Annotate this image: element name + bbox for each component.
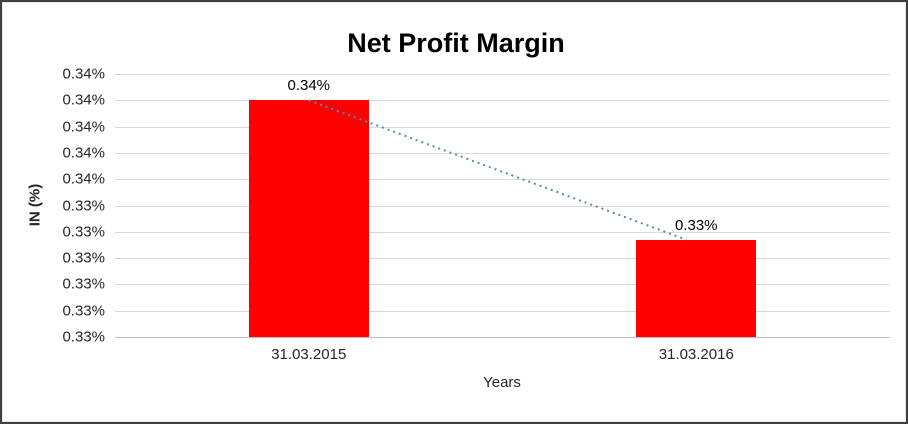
y-tick-label: 0.33% bbox=[62, 223, 105, 241]
chart-title: Net Profit Margin bbox=[347, 28, 565, 58]
y-tick-label: 0.33% bbox=[62, 275, 105, 293]
y-tick-label: 0.33% bbox=[62, 302, 105, 320]
gridline bbox=[115, 258, 890, 260]
y-tick-label: 0.34% bbox=[62, 65, 105, 83]
y-tick-label: 0.34% bbox=[62, 170, 105, 188]
gridline bbox=[115, 74, 890, 75]
gridline bbox=[115, 284, 890, 286]
gridline bbox=[115, 231, 890, 233]
bar-31.03.2015 bbox=[248, 100, 369, 337]
y-tick-label: 0.34% bbox=[62, 91, 105, 109]
x-axis-title: Years bbox=[483, 374, 521, 391]
y-tick-label: 0.34% bbox=[62, 144, 105, 162]
y-tick-label: 0.33% bbox=[62, 328, 105, 346]
plot-area bbox=[115, 74, 890, 338]
y-tick-label: 0.33% bbox=[62, 249, 105, 267]
data-label-31.03.2016: 0.33% bbox=[674, 216, 718, 234]
gridline bbox=[115, 179, 890, 181]
gridline bbox=[115, 126, 890, 128]
gridline bbox=[115, 152, 890, 154]
gridline bbox=[115, 100, 890, 102]
bar-31.03.2016 bbox=[636, 239, 757, 337]
category-label-31.03.2015: 31.03.2015 bbox=[271, 346, 347, 363]
data-label-31.03.2015: 0.34% bbox=[287, 77, 331, 95]
gridline bbox=[115, 310, 890, 312]
x-axis-line bbox=[115, 337, 890, 338]
y-tick-label: 0.33% bbox=[62, 197, 105, 214]
gridline bbox=[115, 205, 890, 207]
y-tick-label: 0.34% bbox=[62, 118, 105, 136]
category-label-31.03.2016: 31.03.2016 bbox=[658, 346, 734, 363]
